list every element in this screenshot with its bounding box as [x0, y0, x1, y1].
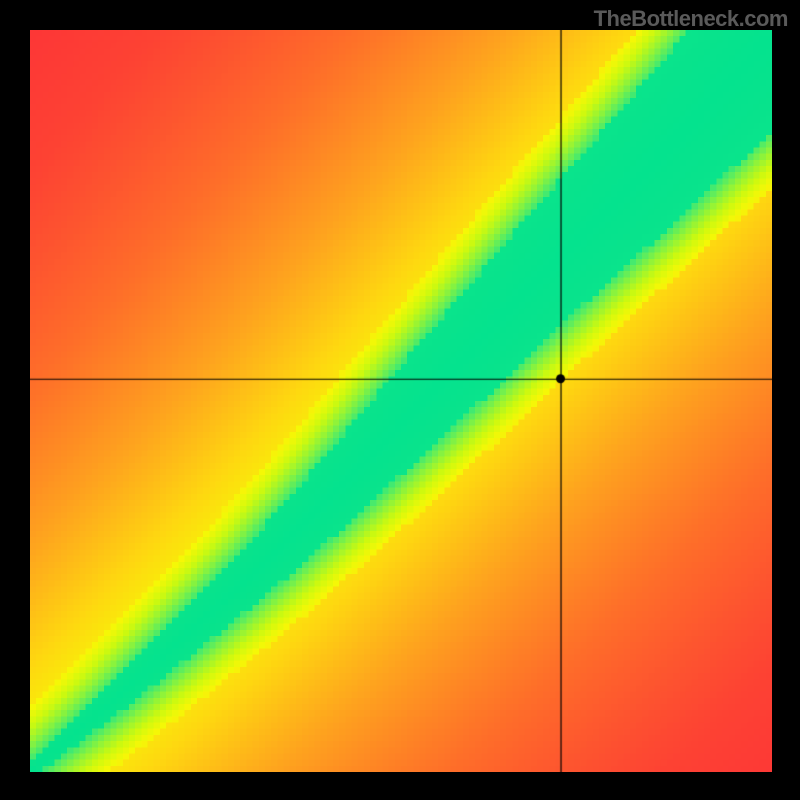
bottleneck-heatmap	[30, 30, 772, 772]
watermark-text: TheBottleneck.com	[594, 6, 788, 32]
chart-container: TheBottleneck.com	[0, 0, 800, 800]
